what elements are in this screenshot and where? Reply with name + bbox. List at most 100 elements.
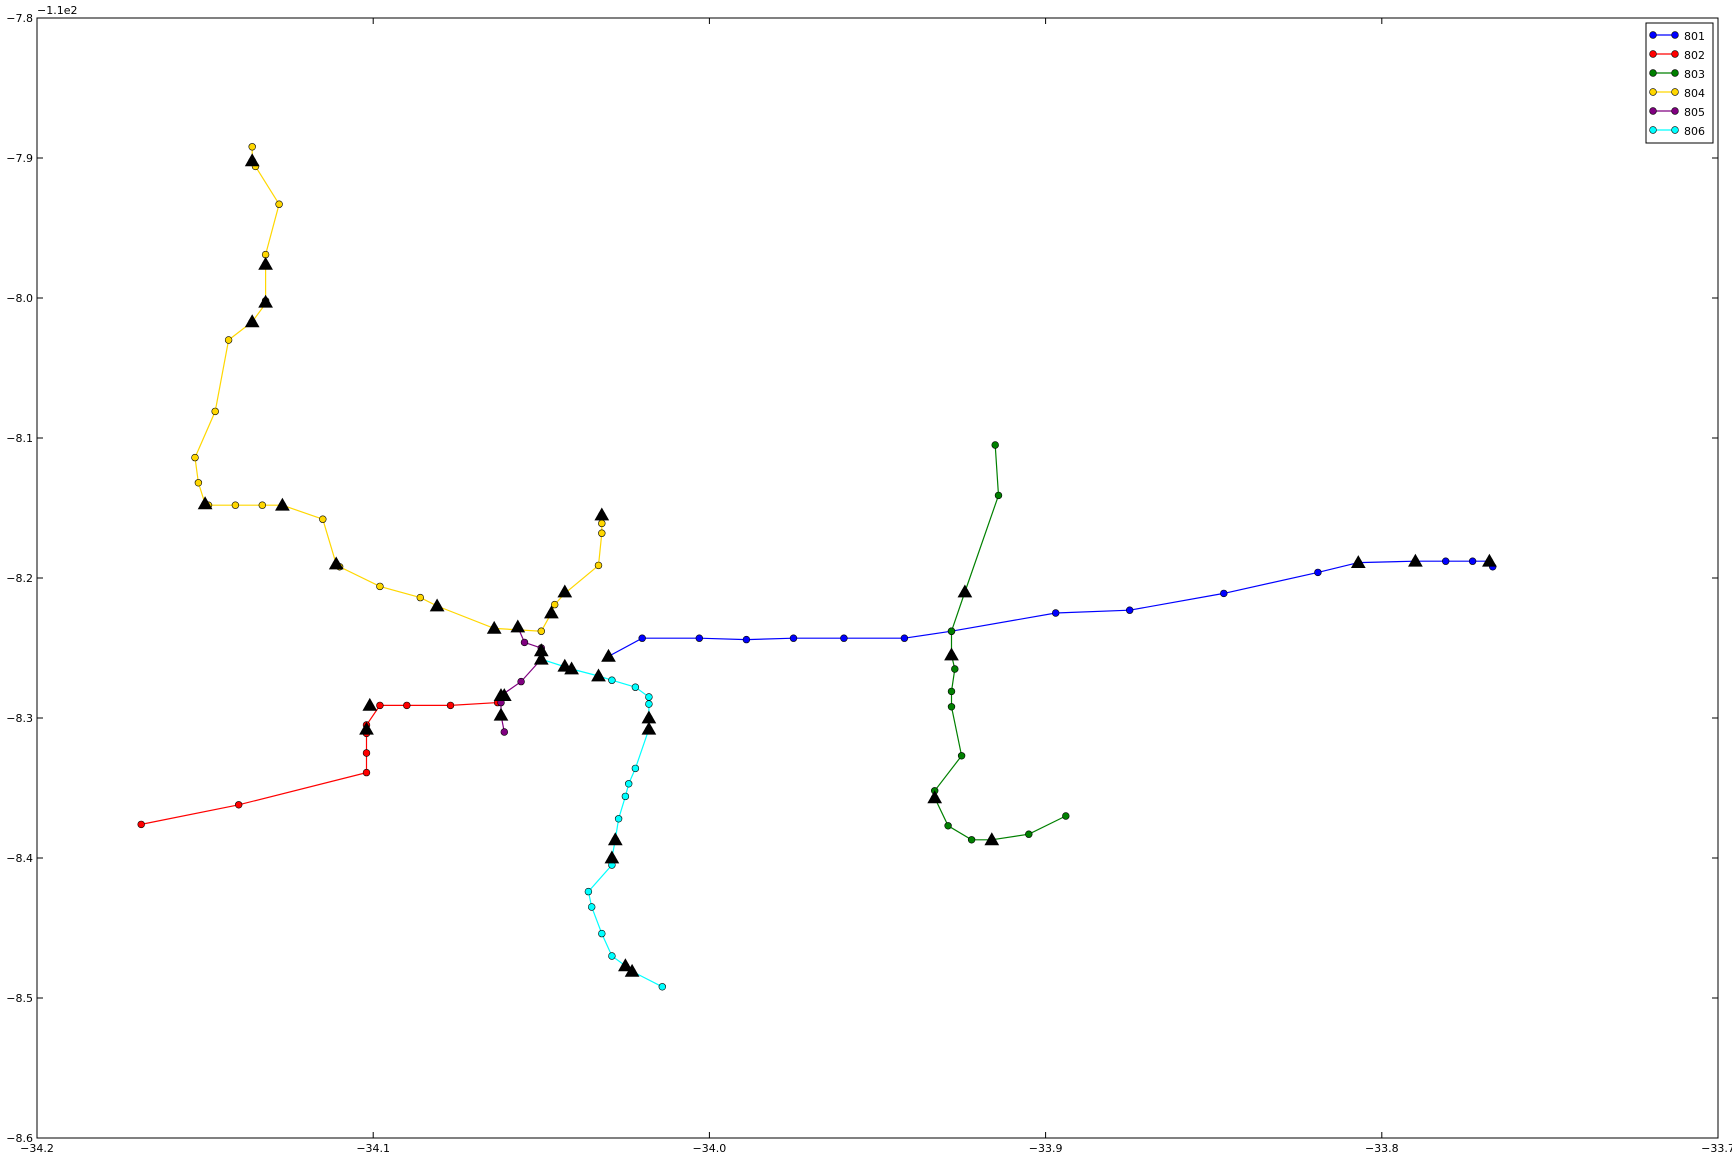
- data-point: [695, 634, 703, 642]
- data-point: [587, 903, 596, 911]
- triangle-marker: [1408, 553, 1423, 567]
- data-point: [137, 820, 145, 829]
- axis-layer: −34.2 −34.1 −34.0 −33.9 −33.8 −33.7 −7.8 −7.9 −8…: [6, 12, 1732, 1155]
- series-line: [934, 444, 1067, 841]
- data-point: [994, 491, 1003, 500]
- data-point: [258, 501, 266, 509]
- data-point: [947, 687, 956, 696]
- legend-label: 805: [1684, 106, 1705, 119]
- series-line: [608, 560, 1494, 657]
- triangle-marker: [591, 668, 606, 682]
- triangle-marker: [1482, 553, 1497, 567]
- y-tick-label: −8.0: [6, 292, 33, 305]
- data-point: [584, 887, 593, 896]
- y-tick-label: −7.9: [6, 152, 33, 165]
- legend-box: [1645, 22, 1714, 144]
- y-tick-label: −8.2: [6, 572, 33, 585]
- data-point: [957, 752, 966, 760]
- triangle-marker: [607, 832, 623, 846]
- triangle-marker: [957, 584, 973, 598]
- data-point: [1025, 830, 1033, 838]
- data-point: [224, 336, 233, 344]
- data-point: [624, 780, 633, 788]
- triangle-marker: [533, 651, 549, 665]
- legend-label: 806: [1684, 125, 1705, 138]
- x-tick-label: −34.0: [693, 1142, 727, 1155]
- data-point: [991, 441, 999, 449]
- data-point: [376, 582, 384, 591]
- x-tick-label: −34.1: [356, 1142, 390, 1155]
- data-point: [235, 801, 243, 809]
- data-point: [362, 768, 371, 777]
- data-point: [594, 561, 603, 570]
- data-point: [658, 983, 666, 991]
- triangle-marker: [1350, 555, 1366, 568]
- y-tick-label: −8.5: [6, 992, 33, 1005]
- plot-background: [37, 18, 1718, 1138]
- triangle-marker-layer: [197, 153, 1497, 977]
- data-point: [520, 638, 529, 647]
- triangle-marker: [493, 688, 509, 701]
- legend-marker: [1649, 107, 1657, 115]
- y-tick-label: −8.3: [6, 712, 33, 725]
- data-point: [1062, 812, 1070, 820]
- triangle-marker: [275, 497, 290, 511]
- legend-marker: [1649, 50, 1657, 58]
- data-point: [742, 635, 751, 644]
- triangle-marker: [258, 256, 273, 270]
- data-point: [1314, 568, 1322, 577]
- data-point: [789, 634, 798, 642]
- triangle-marker: [486, 620, 502, 634]
- legend-label: 802: [1684, 49, 1705, 62]
- triangle-marker: [984, 832, 1000, 846]
- data-point: [967, 836, 976, 844]
- legend-marker: [1671, 31, 1679, 39]
- x-tick-label: −34.2: [20, 1142, 54, 1155]
- data-point: [631, 683, 640, 691]
- data-point: [1125, 606, 1134, 614]
- triangle-marker: [493, 707, 509, 721]
- triangle-marker: [510, 619, 526, 633]
- data-point: [598, 519, 606, 528]
- legend-item: 803: [1649, 68, 1705, 81]
- data-point: [275, 200, 283, 208]
- data-point: [231, 501, 240, 509]
- data-point: [191, 453, 199, 462]
- legend-marker: [1671, 107, 1679, 115]
- data-point: [248, 143, 256, 151]
- data-point: [446, 701, 455, 710]
- data-point: [517, 677, 525, 686]
- triangle-marker: [564, 661, 579, 675]
- triangle-marker: [641, 721, 657, 735]
- triangle-marker: [618, 958, 633, 972]
- triangle-marker: [258, 294, 273, 308]
- x-tick-label: −33.7: [1701, 1142, 1732, 1155]
- triangle-marker: [362, 697, 378, 711]
- x-tick-label: −33.9: [1029, 1142, 1063, 1155]
- triangle-marker: [244, 314, 260, 328]
- legend-marker: [1649, 69, 1657, 77]
- data-point: [598, 529, 606, 537]
- triangle-marker: [927, 790, 943, 804]
- triangle-marker: [557, 584, 573, 598]
- triangle-marker: [624, 963, 640, 977]
- y-tick-label: −7.8: [6, 12, 33, 25]
- legend-marker: [1671, 126, 1679, 134]
- data-point: [211, 407, 219, 416]
- triangle-marker: [429, 598, 445, 612]
- data-point: [1051, 609, 1060, 617]
- data-point: [376, 701, 384, 710]
- data-point: [194, 479, 203, 487]
- legend-label: 801: [1684, 30, 1705, 43]
- data-point: [900, 634, 909, 642]
- triangle-marker: [944, 647, 959, 661]
- data-point: [614, 815, 623, 823]
- data-point: [645, 700, 653, 708]
- data-point: [645, 693, 653, 701]
- triangle-marker: [594, 507, 610, 521]
- legend-marker: [1671, 88, 1679, 96]
- triangle-marker: [544, 605, 559, 619]
- legend-item: 802: [1649, 49, 1705, 62]
